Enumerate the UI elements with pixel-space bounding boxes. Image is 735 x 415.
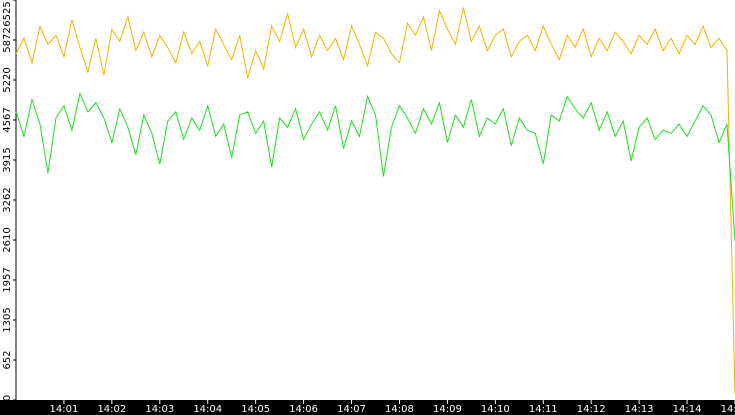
y-tick-label: 2610 [2,227,13,252]
x-tick-label: 14:13 [625,404,654,415]
y-tick-label: 5220 [2,67,13,92]
y-tick-label: 0 [2,395,13,401]
x-tick-label: 14:14 [673,404,702,415]
x-tick-label: 14:12 [577,404,606,415]
x-axis-band [0,400,735,415]
x-tick-label: 14:01 [50,404,79,415]
y-tick-label: 3915 [2,147,13,172]
x-tick-label: 14:09 [433,404,462,415]
y-tick-label: 3262 [2,187,13,212]
y-tick-label: 1305 [2,307,13,332]
y-tick-label: 6525 [2,1,13,26]
x-tick-label: 14:07 [337,404,366,415]
x-tick-label: 14:08 [385,404,414,415]
x-tick-label: 14:15 [721,404,735,415]
x-tick-label: 14:05 [241,404,270,415]
y-tick-label: 652 [2,350,13,369]
x-tick-label: 14:06 [289,404,318,415]
x-tick-label: 14:11 [529,404,558,415]
x-tick-label: 14:10 [481,404,510,415]
y-tick-label: 5872 [2,27,13,52]
series-line [15,91,735,241]
y-tick-label: 4567 [2,107,13,132]
series-line [15,7,735,394]
x-tick-label: 14:04 [193,404,222,415]
x-tick-label: 14:03 [145,404,174,415]
y-tick-label: 1957 [2,267,13,292]
x-tick-label: 14:02 [97,404,126,415]
